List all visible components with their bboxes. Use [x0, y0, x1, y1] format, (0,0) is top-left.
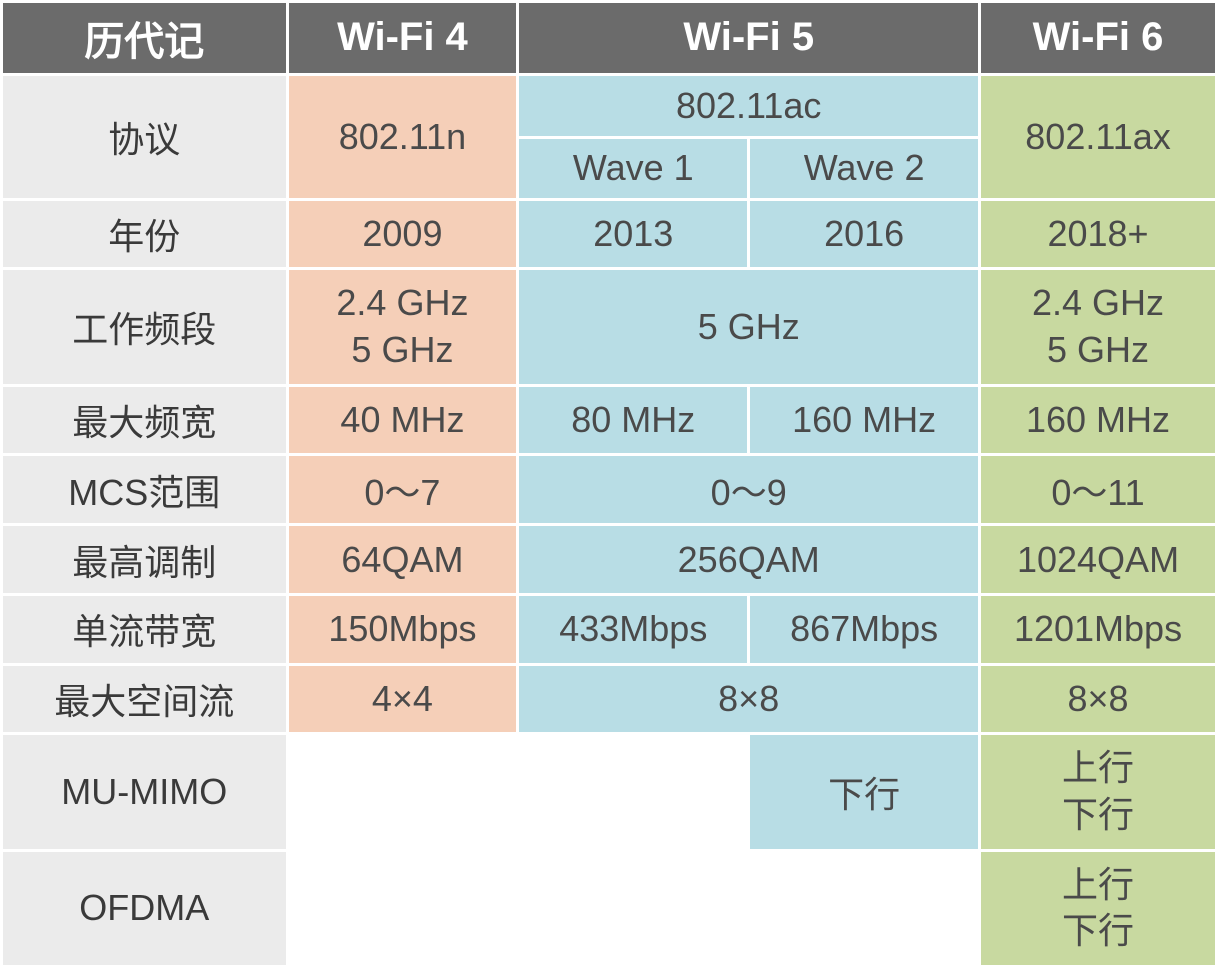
cell-protocol-wifi4: 802.11n	[287, 74, 518, 199]
cell-maxbw-wifi5w1: 80 MHz	[518, 385, 749, 455]
cell-spatial-wifi5: 8×8	[518, 664, 980, 734]
header-wifi6: Wi-Fi 6	[980, 2, 1217, 75]
row-mcs: MCS范围 0～7 0～9 0～11	[2, 455, 1217, 525]
cell-mumimo-wifi6-l1: 上行	[985, 745, 1211, 792]
label-spatial: 最大空间流	[2, 664, 288, 734]
label-band: 工作频段	[2, 269, 288, 385]
cell-maxbw-wifi6: 160 MHz	[980, 385, 1217, 455]
header-generation: 历代记	[2, 2, 288, 75]
cell-mumimo-wifi6-l2: 下行	[985, 792, 1211, 839]
cell-year-wifi5w2: 2016	[749, 199, 980, 269]
label-mumimo: MU-MIMO	[2, 734, 288, 850]
label-protocol: 协议	[2, 74, 288, 199]
cell-mod-wifi4: 64QAM	[287, 525, 518, 595]
cell-ofdma-wifi6-l2: 下行	[985, 908, 1211, 955]
cell-ss-wifi5w1: 433Mbps	[518, 594, 749, 664]
cell-ss-wifi4: 150Mbps	[287, 594, 518, 664]
label-year: 年份	[2, 199, 288, 269]
cell-mod-wifi6: 1024QAM	[980, 525, 1217, 595]
header-wifi5: Wi-Fi 5	[518, 2, 980, 75]
label-ss: 单流带宽	[2, 594, 288, 664]
header-wifi4: Wi-Fi 4	[287, 2, 518, 75]
cell-spatial-wifi4: 4×4	[287, 664, 518, 734]
wifi-comparison-table: 历代记 Wi-Fi 4 Wi-Fi 5 Wi-Fi 6 协议 802.11n 8…	[0, 0, 1218, 968]
cell-ofdma-wifi6-l1: 上行	[985, 862, 1211, 909]
cell-band-wifi4: 2.4 GHz 5 GHz	[287, 269, 518, 385]
label-ofdma: OFDMA	[2, 850, 288, 966]
cell-year-wifi4: 2009	[287, 199, 518, 269]
row-mod: 最高调制 64QAM 256QAM 1024QAM	[2, 525, 1217, 595]
cell-mod-wifi5: 256QAM	[518, 525, 980, 595]
label-mcs: MCS范围	[2, 455, 288, 525]
row-band: 工作频段 2.4 GHz 5 GHz 5 GHz 2.4 GHz 5 GHz	[2, 269, 1217, 385]
cell-band-wifi4-l1: 2.4 GHz	[293, 280, 513, 327]
cell-spatial-wifi6: 8×8	[980, 664, 1217, 734]
cell-protocol-wifi5-top: 802.11ac	[518, 74, 980, 137]
cell-ofdma-wifi6: 上行 下行	[980, 850, 1217, 966]
row-year: 年份 2009 2013 2016 2018+	[2, 199, 1217, 269]
cell-mcs-wifi4: 0～7	[287, 455, 518, 525]
row-ofdma: OFDMA 上行 下行	[2, 850, 1217, 966]
cell-band-wifi5: 5 GHz	[518, 269, 980, 385]
cell-maxbw-wifi4: 40 MHz	[287, 385, 518, 455]
cell-protocol-wave2: Wave 2	[749, 138, 980, 199]
cell-ss-wifi5w2: 867Mbps	[749, 594, 980, 664]
row-protocol-1: 协议 802.11n 802.11ac 802.11ax	[2, 74, 1217, 137]
cell-ss-wifi6: 1201Mbps	[980, 594, 1217, 664]
row-mumimo: MU-MIMO 下行 上行 下行	[2, 734, 1217, 850]
cell-mumimo-wifi5w2: 下行	[749, 734, 980, 850]
cell-band-wifi6-l1: 2.4 GHz	[985, 280, 1211, 327]
label-maxbw: 最大频宽	[2, 385, 288, 455]
cell-mumimo-wifi6: 上行 下行	[980, 734, 1217, 850]
cell-ofdma-empty	[287, 850, 980, 966]
cell-mumimo-empty	[287, 734, 749, 850]
cell-protocol-wave1: Wave 1	[518, 138, 749, 199]
header-row: 历代记 Wi-Fi 4 Wi-Fi 5 Wi-Fi 6	[2, 2, 1217, 75]
cell-band-wifi6-l2: 5 GHz	[985, 327, 1211, 374]
cell-maxbw-wifi5w2: 160 MHz	[749, 385, 980, 455]
cell-year-wifi5w1: 2013	[518, 199, 749, 269]
cell-band-wifi6: 2.4 GHz 5 GHz	[980, 269, 1217, 385]
row-ss: 单流带宽 150Mbps 433Mbps 867Mbps 1201Mbps	[2, 594, 1217, 664]
cell-band-wifi4-l2: 5 GHz	[293, 327, 513, 374]
row-spatial: 最大空间流 4×4 8×8 8×8	[2, 664, 1217, 734]
cell-year-wifi6: 2018+	[980, 199, 1217, 269]
row-maxbw: 最大频宽 40 MHz 80 MHz 160 MHz 160 MHz	[2, 385, 1217, 455]
cell-mcs-wifi5: 0～9	[518, 455, 980, 525]
cell-protocol-wifi6: 802.11ax	[980, 74, 1217, 199]
cell-mcs-wifi6: 0～11	[980, 455, 1217, 525]
label-mod: 最高调制	[2, 525, 288, 595]
